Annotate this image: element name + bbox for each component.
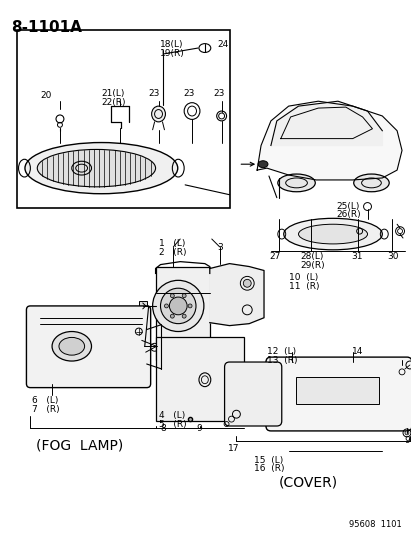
Ellipse shape (37, 149, 155, 187)
Ellipse shape (298, 224, 367, 244)
Ellipse shape (59, 337, 84, 355)
Text: 22(R): 22(R) (101, 98, 126, 107)
Ellipse shape (188, 304, 192, 308)
Text: 13  (R): 13 (R) (266, 356, 297, 365)
Text: 7   (R): 7 (R) (32, 405, 60, 414)
Bar (155, 266, 209, 360)
Text: 23: 23 (183, 90, 194, 99)
Ellipse shape (182, 314, 186, 318)
Text: 31: 31 (351, 252, 362, 261)
Text: 25(L): 25(L) (335, 201, 358, 211)
Ellipse shape (243, 279, 251, 287)
Text: 28(L): 28(L) (300, 252, 323, 261)
Ellipse shape (152, 280, 203, 332)
Ellipse shape (257, 161, 267, 168)
Text: 6   (L): 6 (L) (32, 397, 59, 406)
Polygon shape (209, 264, 263, 326)
Text: 20: 20 (40, 91, 52, 100)
FancyBboxPatch shape (265, 357, 411, 431)
Text: 29(R): 29(R) (300, 261, 324, 270)
Ellipse shape (404, 431, 408, 435)
FancyBboxPatch shape (224, 362, 281, 426)
Ellipse shape (160, 288, 195, 324)
Ellipse shape (283, 219, 381, 250)
Text: 10  (L): 10 (L) (288, 273, 317, 282)
Ellipse shape (170, 294, 174, 297)
Bar (17, 30, 229, 207)
Text: 27: 27 (268, 252, 280, 261)
Bar (138, 301, 146, 311)
Ellipse shape (151, 106, 165, 122)
Ellipse shape (169, 297, 187, 315)
Ellipse shape (182, 294, 186, 297)
Text: 5   (R): 5 (R) (158, 420, 186, 429)
Polygon shape (256, 101, 401, 180)
Polygon shape (270, 101, 381, 146)
Text: 9: 9 (403, 436, 409, 445)
Text: 23: 23 (213, 90, 225, 99)
Text: 9: 9 (195, 424, 201, 433)
Text: 2   (R): 2 (R) (158, 248, 185, 257)
Bar (155, 337, 244, 421)
Text: 11  (R): 11 (R) (288, 282, 318, 292)
Text: 21(L): 21(L) (101, 90, 124, 99)
Text: 4   (L): 4 (L) (158, 411, 184, 420)
Text: (FOG  LAMP): (FOG LAMP) (36, 439, 123, 453)
Text: 26(R): 26(R) (335, 211, 360, 220)
Text: 30: 30 (386, 252, 398, 261)
Text: 8-1101A: 8-1101A (11, 20, 81, 36)
Ellipse shape (170, 314, 174, 318)
Text: 95608  1101: 95608 1101 (349, 520, 401, 529)
Text: 3: 3 (217, 243, 223, 252)
Text: 16  (R): 16 (R) (253, 464, 283, 473)
Ellipse shape (25, 142, 177, 193)
Text: 12  (L): 12 (L) (266, 348, 295, 356)
Text: 24: 24 (217, 40, 228, 49)
Bar (295, 377, 378, 405)
FancyBboxPatch shape (26, 306, 150, 387)
Ellipse shape (164, 304, 168, 308)
Ellipse shape (353, 174, 388, 192)
Text: 19(R): 19(R) (159, 49, 184, 58)
Text: 15  (L): 15 (L) (254, 456, 283, 465)
Ellipse shape (52, 332, 91, 361)
Text: 14: 14 (351, 348, 362, 356)
Ellipse shape (277, 174, 315, 192)
Text: 17: 17 (227, 443, 238, 453)
Text: (COVER): (COVER) (278, 475, 337, 489)
Text: 1   (L): 1 (L) (158, 239, 185, 248)
Text: 8: 8 (160, 424, 166, 433)
Text: 23: 23 (148, 90, 160, 99)
Text: 18(L): 18(L) (159, 40, 183, 49)
